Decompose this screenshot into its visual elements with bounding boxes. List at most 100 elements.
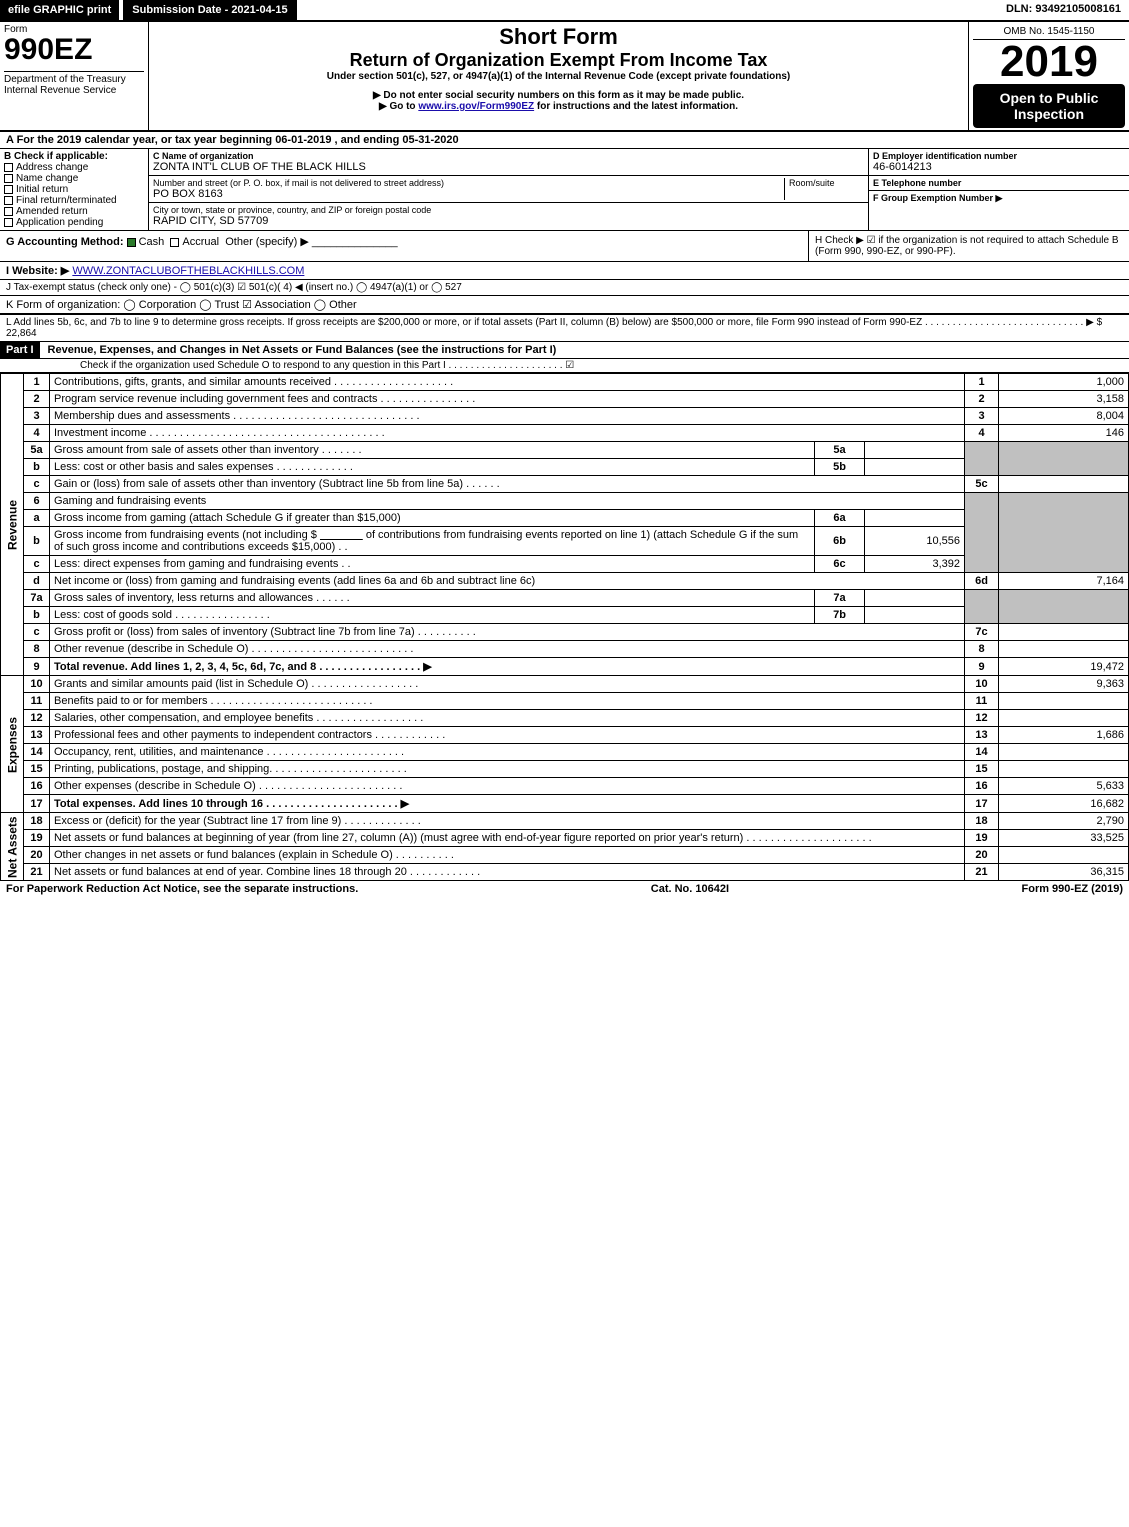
part1-table: Revenue 1 Contributions, gifts, grants, …	[0, 373, 1129, 881]
line-14: 14 Occupancy, rent, utilities, and maint…	[1, 744, 1129, 761]
l20-amt	[999, 847, 1129, 864]
l2-amt: 3,158	[999, 391, 1129, 408]
l7b-text: Less: cost of goods sold . . . . . . . .…	[50, 607, 815, 624]
line-13: 13 Professional fees and other payments …	[1, 727, 1129, 744]
l17-text: Total expenses. Add lines 10 through 16 …	[50, 795, 965, 813]
short-form-title: Short Form	[153, 24, 964, 50]
checkbox-address-change[interactable]	[4, 163, 13, 172]
l11-amt	[999, 693, 1129, 710]
l19-text: Net assets or fund balances at beginning…	[50, 830, 965, 847]
l5c-col: 5c	[965, 476, 999, 493]
addr-value: PO BOX 8163	[153, 188, 784, 200]
l17-amt: 16,682	[999, 795, 1129, 813]
checkbox-accrual[interactable]	[170, 238, 179, 247]
l6b-num: b	[24, 527, 50, 556]
cb-label-1: Name change	[16, 173, 78, 184]
l7a-text: Gross sales of inventory, less returns a…	[50, 590, 815, 607]
l7a-num: 7a	[24, 590, 50, 607]
form-header: Form 990EZ Department of the Treasury In…	[0, 22, 1129, 132]
footer-mid: Cat. No. 10642I	[651, 883, 729, 895]
efile-print-button[interactable]: efile GRAPHIC print	[0, 0, 119, 20]
l18-amt: 2,790	[999, 813, 1129, 830]
l16-num: 16	[24, 778, 50, 795]
line-1: Revenue 1 Contributions, gifts, grants, …	[1, 374, 1129, 391]
g-label: G Accounting Method:	[6, 236, 124, 248]
l4-text: Investment income . . . . . . . . . . . …	[50, 425, 965, 442]
l14-amt	[999, 744, 1129, 761]
l14-text: Occupancy, rent, utilities, and maintena…	[50, 744, 965, 761]
l6a-text: Gross income from gaming (attach Schedul…	[50, 510, 815, 527]
l5a-text: Gross amount from sale of assets other t…	[50, 442, 815, 459]
l6a-innercol: 6a	[815, 510, 865, 527]
l6b-innercol: 6b	[815, 527, 865, 556]
ein-value: 46-6014213	[873, 161, 1125, 173]
irs-link[interactable]: www.irs.gov/Form990EZ	[418, 101, 534, 112]
l4-col: 4	[965, 425, 999, 442]
grey-7ab	[965, 590, 999, 624]
l10-num: 10	[24, 676, 50, 693]
goto-post: for instructions and the latest informat…	[534, 101, 738, 112]
checkbox-final-return[interactable]	[4, 196, 13, 205]
dln-label: DLN: 93492105008161	[998, 0, 1129, 20]
row-l-amount: 22,864	[6, 328, 37, 339]
line-12: 12 Salaries, other compensation, and emp…	[1, 710, 1129, 727]
l13-num: 13	[24, 727, 50, 744]
line-20: 20 Other changes in net assets or fund b…	[1, 847, 1129, 864]
l15-num: 15	[24, 761, 50, 778]
l7b-inneramt	[865, 607, 965, 624]
checkbox-cash[interactable]	[127, 238, 136, 247]
l5a-innercol: 5a	[815, 442, 865, 459]
l10-amt: 9,363	[999, 676, 1129, 693]
side-label-expenses: Expenses	[1, 676, 24, 813]
cb-label-5: Application pending	[16, 217, 103, 228]
checkbox-application-pending[interactable]	[4, 218, 13, 227]
l8-num: 8	[24, 641, 50, 658]
l5b-inneramt	[865, 459, 965, 476]
line-6c: c Less: direct expenses from gaming and …	[1, 556, 1129, 573]
l6b-t1: Gross income from fundraising events (no…	[54, 529, 320, 541]
section-def-block: D Employer identification number 46-6014…	[869, 149, 1129, 230]
website-link[interactable]: WWW.ZONTACLUBOFTHEBLACKHILLS.COM	[72, 265, 304, 277]
part1-title: Revenue, Expenses, and Changes in Net As…	[40, 344, 557, 356]
line-2: 2 Program service revenue including gove…	[1, 391, 1129, 408]
line-10: Expenses 10 Grants and similar amounts p…	[1, 676, 1129, 693]
dept-irs: Internal Revenue Service	[4, 85, 144, 96]
part1-check-line: Check if the organization used Schedule …	[0, 359, 1129, 373]
submission-date-label: Submission Date - 2021-04-15	[123, 0, 296, 20]
l13-text: Professional fees and other payments to …	[50, 727, 965, 744]
l3-num: 3	[24, 408, 50, 425]
l5b-innercol: 5b	[815, 459, 865, 476]
l21-amt: 36,315	[999, 864, 1129, 881]
l15-amt	[999, 761, 1129, 778]
l8-text: Other revenue (describe in Schedule O) .…	[50, 641, 965, 658]
checkbox-initial-return[interactable]	[4, 185, 13, 194]
line-4: 4 Investment income . . . . . . . . . . …	[1, 425, 1129, 442]
grey-5ab	[965, 442, 999, 476]
l3-text: Membership dues and assessments . . . . …	[50, 408, 965, 425]
row-k: K Form of organization: ◯ Corporation ◯ …	[0, 296, 1129, 315]
line-7b: b Less: cost of goods sold . . . . . . .…	[1, 607, 1129, 624]
l9-col: 9	[965, 658, 999, 676]
l14-num: 14	[24, 744, 50, 761]
line-9: 9 Total revenue. Add lines 1, 2, 3, 4, 5…	[1, 658, 1129, 676]
l5b-text: Less: cost or other basis and sales expe…	[50, 459, 815, 476]
checkbox-name-change[interactable]	[4, 174, 13, 183]
l7c-num: c	[24, 624, 50, 641]
under-section-text: Under section 501(c), 527, or 4947(a)(1)…	[153, 71, 964, 82]
l5b-num: b	[24, 459, 50, 476]
checkbox-amended-return[interactable]	[4, 207, 13, 216]
l13-col: 13	[965, 727, 999, 744]
grey-7ab-amt	[999, 590, 1129, 624]
l2-col: 2	[965, 391, 999, 408]
l11-col: 11	[965, 693, 999, 710]
l2-text: Program service revenue including govern…	[50, 391, 965, 408]
l5c-text: Gain or (loss) from sale of assets other…	[50, 476, 965, 493]
l21-col: 21	[965, 864, 999, 881]
l7b-num: b	[24, 607, 50, 624]
right-header-block: OMB No. 1545-1150 2019 Open to Public In…	[969, 22, 1129, 130]
l4-num: 4	[24, 425, 50, 442]
l20-text: Other changes in net assets or fund bala…	[50, 847, 965, 864]
l19-num: 19	[24, 830, 50, 847]
addr-label: Number and street (or P. O. box, if mail…	[153, 178, 784, 188]
room-suite-label: Room/suite	[784, 178, 864, 200]
